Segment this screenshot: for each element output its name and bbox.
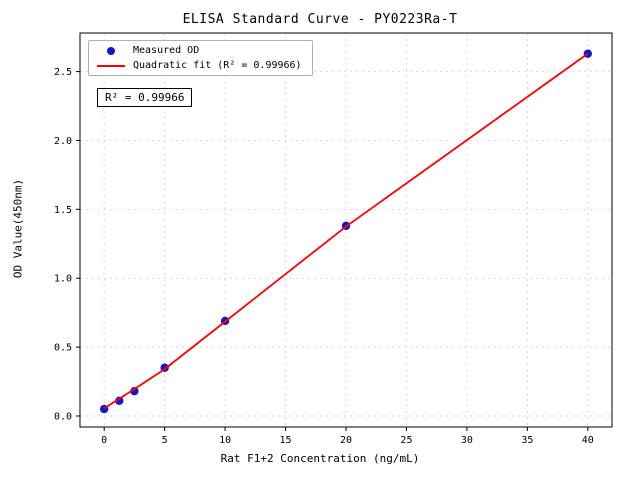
x-tick-label: 10: [219, 435, 231, 446]
x-tick-label: 35: [521, 435, 533, 446]
legend: Measured OD Quadratic fit (R² = 0.99966): [88, 40, 313, 76]
legend-item-measured-od: Measured OD: [97, 45, 302, 56]
x-axis-label: Rat F1+2 Concentration (ng/mL): [220, 452, 420, 465]
x-tick-label: 40: [582, 435, 594, 446]
data-point: [130, 386, 139, 396]
measured-od-marker-icon: [107, 46, 115, 55]
legend-label-quadratic-fit: Quadratic fit (R² = 0.99966): [133, 60, 302, 71]
y-tick-label: 2.5: [54, 67, 72, 78]
chart-title: ELISA Standard Curve - PY0223Ra-T: [182, 12, 458, 27]
x-tick-label: 30: [461, 435, 473, 446]
y-tick-label: 1.0: [54, 274, 72, 285]
x-tick-label: 20: [340, 435, 352, 446]
y-tick-label: 0.5: [54, 343, 72, 354]
data-point: [115, 396, 124, 406]
fit-line: [103, 52, 589, 410]
x-tick-label: 15: [280, 435, 292, 446]
x-tick-label: 5: [162, 435, 168, 446]
y-axis-label: OD Value(450nm): [11, 178, 25, 279]
legend-item-quadratic-fit: Quadratic fit (R² = 0.99966): [97, 60, 302, 71]
y-tick-label: 0.0: [54, 411, 72, 422]
x-tick-label: 0: [101, 435, 107, 446]
x-tick-label: 25: [400, 435, 412, 446]
legend-label-measured-od: Measured OD: [133, 45, 200, 56]
fit-line-marker-icon: [97, 64, 125, 67]
y-tick-label: 1.5: [54, 205, 72, 216]
y-tick-label: 2.0: [54, 136, 72, 147]
r-squared-annotation: R² = 0.99966: [97, 88, 193, 107]
